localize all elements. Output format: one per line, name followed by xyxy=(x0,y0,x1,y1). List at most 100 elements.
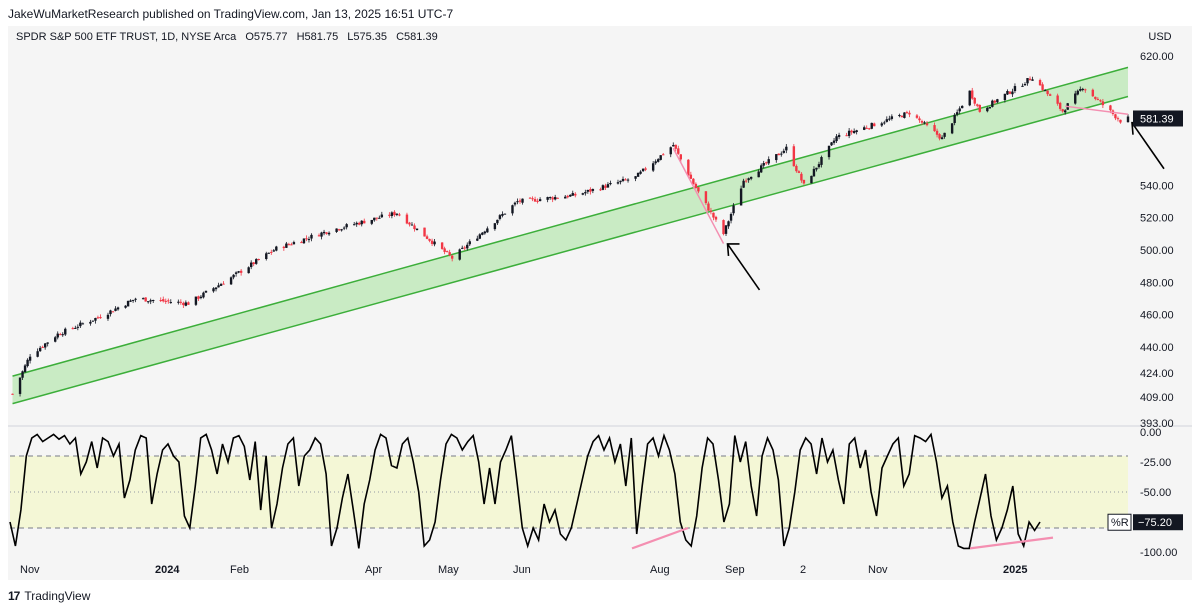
candle xyxy=(689,171,693,179)
x-axis-month-label: 2024 xyxy=(155,564,180,576)
candle-body xyxy=(503,213,507,215)
candle xyxy=(960,105,964,109)
candle-body xyxy=(59,334,62,336)
candle xyxy=(272,249,275,252)
ohlc-open: O575.77 xyxy=(245,31,288,43)
candle xyxy=(99,314,102,319)
candle xyxy=(564,194,567,199)
candle-body xyxy=(468,241,471,245)
candle xyxy=(709,207,713,215)
candle-body xyxy=(599,189,602,191)
candle xyxy=(335,228,338,233)
candle-body xyxy=(898,115,901,117)
candle xyxy=(26,358,29,368)
candle xyxy=(378,215,381,219)
candle xyxy=(1056,93,1059,106)
candle xyxy=(149,298,152,305)
candle xyxy=(182,301,185,308)
candle-body xyxy=(513,202,517,205)
candle xyxy=(398,212,401,217)
candle-body xyxy=(960,105,964,109)
candle-body xyxy=(501,213,504,216)
candle-body xyxy=(327,232,331,235)
candle xyxy=(28,353,32,364)
price-axis-tick: 460.00 xyxy=(1140,310,1174,322)
candle xyxy=(1041,82,1044,92)
candle xyxy=(616,179,620,185)
candle-body xyxy=(827,145,831,158)
candle xyxy=(124,305,127,309)
candle-body xyxy=(380,214,384,218)
candle-body xyxy=(883,122,886,124)
wr-divergence-line-1 xyxy=(631,526,689,550)
candle xyxy=(925,121,929,127)
candle xyxy=(443,246,446,255)
candle xyxy=(114,306,117,312)
wr-last-value-label: −75.20 xyxy=(1138,517,1172,529)
candle xyxy=(355,221,358,227)
candle-body xyxy=(237,271,240,273)
candle xyxy=(310,233,313,242)
candle-body xyxy=(742,180,745,188)
x-axis-month-label: Nov xyxy=(20,564,40,576)
candle xyxy=(141,297,145,300)
x-axis-month-label: May xyxy=(438,564,459,576)
ohlc-low: L575.35 xyxy=(347,31,388,43)
candle-body xyxy=(287,244,291,246)
candle-body xyxy=(408,222,411,225)
candle-body xyxy=(662,154,665,156)
candle-body xyxy=(624,179,627,181)
candle-body xyxy=(476,238,479,241)
candle xyxy=(440,242,444,250)
candle xyxy=(976,103,979,108)
candle-body xyxy=(11,393,14,395)
candle-body xyxy=(744,180,748,182)
candle xyxy=(257,258,260,261)
candle-body xyxy=(1094,96,1097,99)
candle xyxy=(234,271,238,277)
currency-label[interactable]: USD xyxy=(1148,31,1172,43)
symbol-name[interactable]: SPDR S&P 500 ETF TRUST, 1D, NYSE Arca xyxy=(16,31,237,43)
candle xyxy=(481,231,484,236)
candle-body xyxy=(124,305,127,308)
candle xyxy=(337,228,341,232)
candle xyxy=(43,342,47,350)
candle xyxy=(641,168,645,173)
candle-body xyxy=(96,317,100,319)
candle-body xyxy=(486,228,489,233)
candle xyxy=(486,226,489,233)
price-axis-tick: 409.00 xyxy=(1140,392,1174,404)
tradingview-branding[interactable]: 17 TradingView xyxy=(8,589,90,603)
candle xyxy=(239,269,243,276)
candle xyxy=(548,196,552,200)
candle-body xyxy=(923,122,926,124)
candle-body xyxy=(76,326,80,328)
candle-body xyxy=(1079,89,1082,91)
candle-body xyxy=(440,242,444,249)
candle-body xyxy=(837,134,841,138)
candle xyxy=(388,212,391,218)
candle xyxy=(820,155,823,168)
candle xyxy=(96,315,100,319)
candle xyxy=(903,112,906,119)
candle-body xyxy=(935,130,939,135)
candle xyxy=(815,167,818,172)
candle xyxy=(521,198,524,205)
candle xyxy=(845,132,848,137)
price-axis-tick: 620.00 xyxy=(1140,51,1174,63)
candle xyxy=(765,161,768,165)
candle-body xyxy=(1063,110,1067,113)
candle-body xyxy=(56,333,59,338)
candle-body xyxy=(727,221,730,227)
candle-body xyxy=(589,189,592,192)
candle-body xyxy=(337,229,341,231)
candle xyxy=(569,194,572,197)
channel-upper-line xyxy=(12,66,1129,377)
candle-body xyxy=(812,168,816,177)
candle xyxy=(958,106,961,115)
candle xyxy=(940,135,944,140)
candle-body xyxy=(26,359,29,367)
candle-body xyxy=(782,150,786,153)
candle xyxy=(496,219,499,225)
